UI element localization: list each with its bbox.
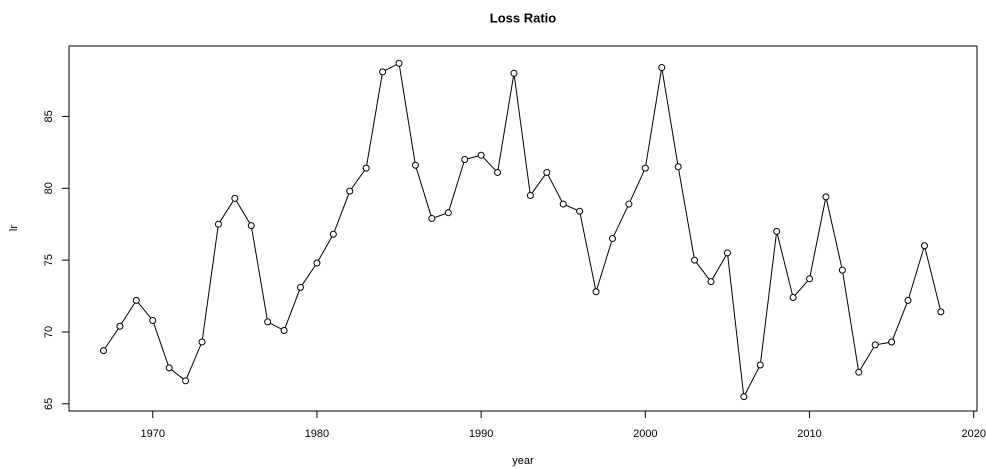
x-tick-label: 2000 — [633, 428, 657, 440]
data-point — [247, 222, 255, 230]
data-point — [395, 59, 403, 67]
data-point — [362, 164, 370, 172]
data-point — [132, 296, 140, 304]
data-point — [707, 278, 715, 286]
data-point — [904, 296, 912, 304]
data-point — [461, 156, 469, 164]
data-point — [855, 368, 863, 376]
x-tick-label: 2020 — [961, 428, 985, 440]
data-point — [182, 377, 190, 385]
chart-title: Loss Ratio — [490, 10, 557, 25]
data-point — [231, 194, 239, 202]
data-point — [526, 191, 534, 199]
data-point — [871, 341, 879, 349]
data-point — [806, 275, 814, 283]
data-point — [723, 249, 731, 257]
data-point — [920, 242, 928, 250]
data-point — [329, 230, 337, 238]
y-tick-label: 85 — [43, 110, 55, 122]
x-axis-label: year — [512, 455, 534, 467]
y-tick-label: 80 — [43, 182, 55, 194]
data-point — [888, 338, 896, 346]
data-point — [592, 288, 600, 296]
data-point — [822, 193, 830, 201]
data-point — [510, 69, 518, 77]
data-point — [477, 151, 485, 159]
data-point — [756, 361, 764, 369]
data-point — [494, 168, 502, 176]
data-point — [165, 364, 173, 372]
data-point — [576, 207, 584, 215]
data-point — [116, 322, 124, 330]
data-point — [674, 163, 682, 171]
data-point — [641, 164, 649, 172]
data-point — [99, 347, 107, 355]
x-tick-label: 1970 — [140, 428, 164, 440]
data-point — [379, 68, 387, 76]
y-tick-label: 70 — [43, 326, 55, 338]
data-point — [625, 200, 633, 208]
data-point — [346, 187, 354, 195]
data-point — [444, 209, 452, 217]
y-tick-label: 75 — [43, 254, 55, 266]
y-tick-label: 65 — [43, 398, 55, 410]
data-point — [740, 393, 748, 401]
x-tick-label: 1990 — [469, 428, 493, 440]
data-point — [838, 266, 846, 274]
data-point — [264, 318, 272, 326]
data-point — [313, 259, 321, 267]
y-axis-label: lr — [8, 225, 20, 231]
x-tick-label: 2010 — [797, 428, 821, 440]
plot-box — [68, 45, 978, 412]
data-point — [658, 64, 666, 72]
x-tick-label: 1980 — [305, 428, 329, 440]
data-point — [691, 256, 699, 264]
data-point — [789, 293, 797, 301]
data-line — [103, 62, 942, 399]
data-point — [214, 220, 222, 228]
data-point — [411, 161, 419, 169]
data-point — [608, 235, 616, 243]
data-point — [198, 338, 206, 346]
data-point — [428, 214, 436, 222]
data-point — [559, 200, 567, 208]
data-point — [543, 168, 551, 176]
data-point — [149, 316, 157, 324]
data-point — [773, 227, 781, 235]
data-point — [280, 327, 288, 335]
data-point — [297, 283, 305, 291]
data-point — [937, 308, 945, 316]
